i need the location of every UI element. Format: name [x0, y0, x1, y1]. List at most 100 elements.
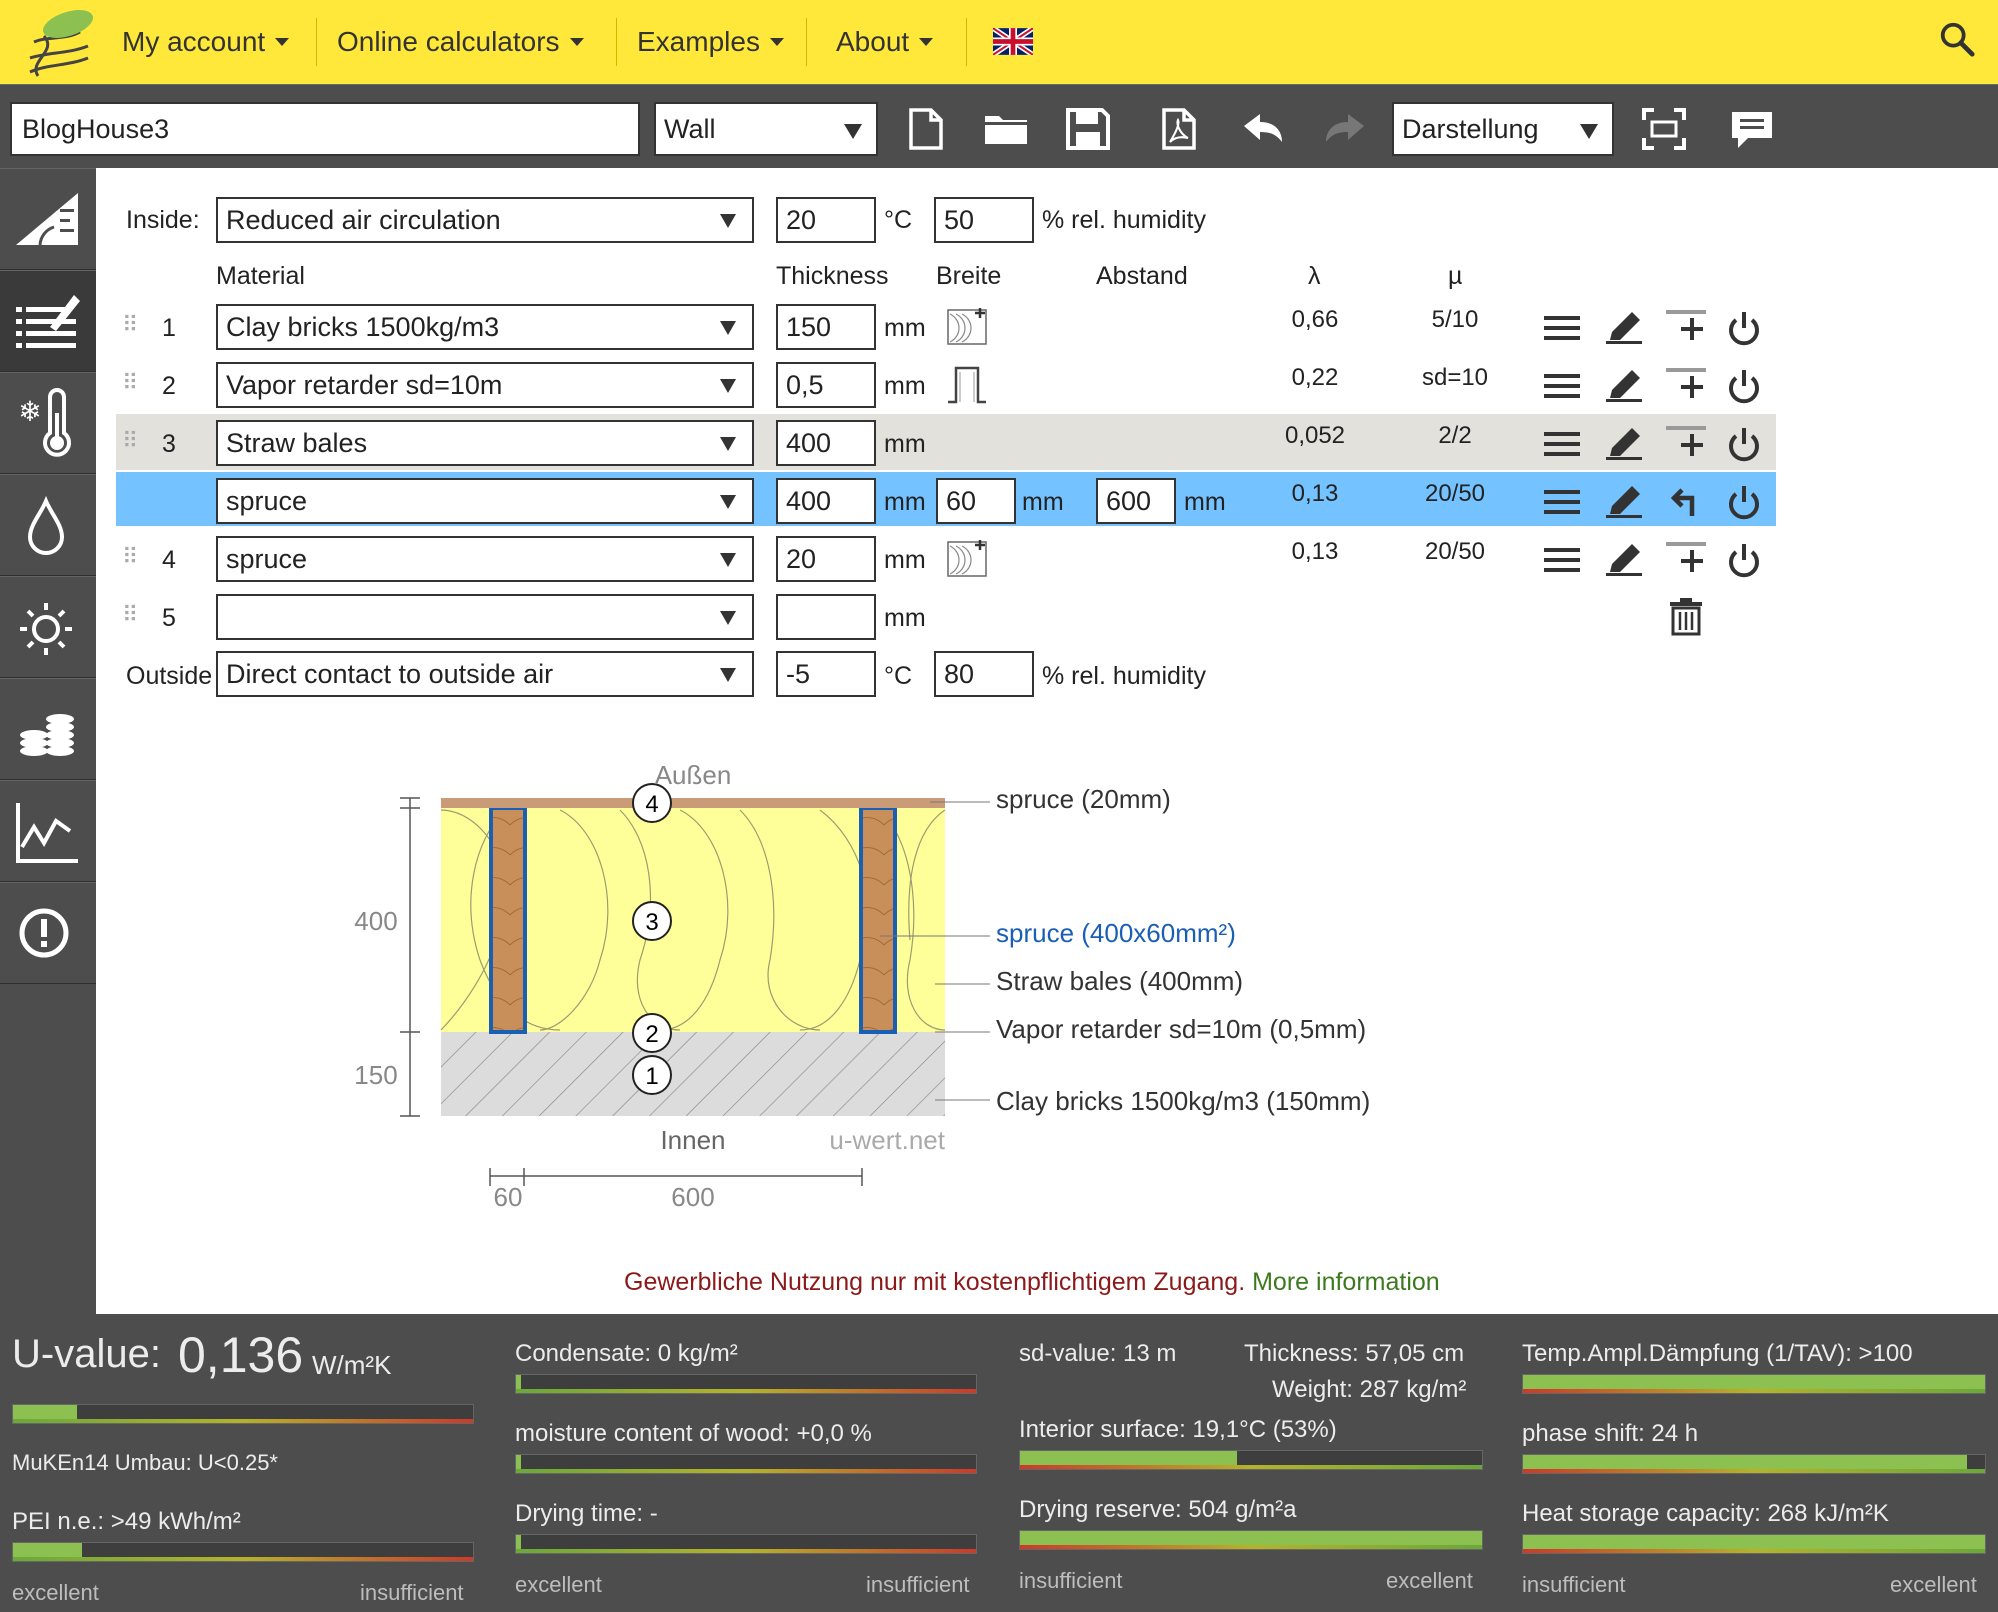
layer-material-select[interactable]: spruce — [216, 536, 754, 582]
chevron-down-icon — [275, 38, 290, 46]
fullscreen-icon[interactable] — [1636, 102, 1692, 156]
drag-handle-icon[interactable]: ⠿ — [122, 544, 138, 569]
project-name-input[interactable]: BlogHouse3 — [10, 102, 640, 156]
layer-menu-icon[interactable] — [1540, 308, 1584, 348]
drag-handle-icon[interactable]: ⠿ — [122, 312, 138, 337]
sidebar-item-temperature[interactable]: ❄ — [0, 372, 96, 474]
drag-handle-icon[interactable]: ⠿ — [122, 602, 138, 627]
outside-humidity-input[interactable]: 80 — [934, 651, 1034, 697]
layer-number: 1 — [162, 314, 176, 342]
condensate-value: Condensate: 0 kg/m² — [515, 1340, 738, 1367]
outside-temperature-input[interactable]: -5 — [776, 651, 876, 697]
component-type-select[interactable]: Wall — [654, 102, 878, 156]
nav-about[interactable]: About — [836, 0, 934, 84]
nav-examples[interactable]: Examples — [637, 0, 784, 84]
sidebar-item-layers[interactable] — [0, 270, 96, 372]
layer-thickness-input[interactable]: 20 — [776, 536, 876, 582]
humidity-unit: % rel. humidity — [1042, 662, 1206, 690]
layer-material-select[interactable]: Vapor retarder sd=10m — [216, 362, 754, 408]
layer-material-select[interactable]: spruce — [216, 478, 754, 524]
inside-condition-select[interactable]: Reduced air circulation — [216, 197, 754, 243]
layer-menu-icon[interactable] — [1540, 540, 1584, 580]
layer-mu-value: 2/2 — [1438, 422, 1472, 449]
layer-material-select[interactable]: Straw bales — [216, 420, 754, 466]
layer-thickness-input[interactable]: 150 — [776, 304, 876, 350]
more-information-link[interactable]: More information — [1252, 1268, 1440, 1296]
inside-humidity-input[interactable]: 50 — [934, 197, 1034, 243]
layer-menu-icon[interactable] — [1540, 424, 1584, 464]
layer-marker-2 — [632, 1013, 672, 1053]
layer-breite-input[interactable]: 60 — [936, 478, 1016, 524]
heat-storage-value: Heat storage capacity: 268 kJ/m²K — [1522, 1500, 1889, 1527]
layer-thickness-input[interactable] — [776, 594, 876, 640]
comment-icon[interactable] — [1724, 102, 1780, 156]
drag-handle-icon[interactable]: ⠿ — [122, 428, 138, 453]
delete-layer-icon[interactable] — [1664, 596, 1708, 636]
inside-temperature-input[interactable]: 20 — [776, 197, 876, 243]
new-document-icon[interactable] — [897, 102, 953, 156]
uk-flag-icon[interactable] — [993, 28, 1033, 55]
chevron-down-icon — [569, 38, 584, 46]
sidebar-item-chart[interactable] — [0, 780, 96, 882]
nav-online-calculators[interactable]: Online calculators — [337, 0, 584, 84]
sidebar-item-warnings[interactable] — [0, 882, 96, 984]
redo-icon[interactable] — [1316, 102, 1372, 156]
layer-toggle-icon[interactable] — [1722, 424, 1766, 464]
open-folder-icon[interactable] — [979, 102, 1035, 156]
add-inhomogeneous-icon[interactable] — [1664, 538, 1708, 578]
layer-number: 5 — [162, 604, 176, 632]
search-icon[interactable] — [1938, 20, 1976, 58]
outside-condition-select[interactable]: Direct contact to outside air — [216, 651, 754, 697]
layer-menu-icon[interactable] — [1540, 366, 1584, 406]
layer-lambda-value: 0,22 — [1291, 364, 1339, 391]
layer-return-icon[interactable] — [1664, 480, 1708, 520]
layer-edit-icon[interactable] — [1602, 480, 1646, 520]
sidebar-item-summer[interactable] — [0, 576, 96, 678]
inhomogeneous-layer-icon[interactable] — [946, 538, 990, 578]
scale-insufficient: insufficient — [360, 1580, 464, 1605]
layer-toggle-icon[interactable] — [1722, 540, 1766, 580]
drying-reserve-value: Drying reserve: 504 g/m²a — [1019, 1496, 1297, 1523]
layer-mu-value: 20/50 — [1424, 480, 1486, 507]
layer-material-select[interactable] — [216, 594, 754, 640]
layer-number: 2 — [162, 372, 176, 400]
layer-edit-icon[interactable] — [1602, 306, 1646, 346]
chevron-down-icon — [720, 668, 736, 682]
sidebar-item-geometry[interactable] — [0, 168, 96, 270]
layer-toggle-icon[interactable] — [1722, 482, 1766, 522]
add-inhomogeneous-icon[interactable] — [1664, 306, 1708, 346]
drag-handle-icon[interactable]: ⠿ — [122, 370, 138, 395]
layer-edit-icon[interactable] — [1602, 538, 1646, 578]
logo-icon[interactable] — [18, 6, 98, 78]
unit-mm: mm — [884, 604, 926, 632]
add-inhomogeneous-icon[interactable] — [1664, 422, 1708, 462]
nav-about-label: About — [836, 26, 910, 57]
layer-material-select[interactable]: Clay bricks 1500kg/m3 — [216, 304, 754, 350]
layer-thickness-input[interactable]: 400 — [776, 478, 876, 524]
save-icon[interactable] — [1060, 102, 1116, 156]
vapor-retarder-icon[interactable] — [946, 364, 990, 404]
outside-label: Outside — [126, 662, 213, 690]
layer-menu-icon[interactable] — [1540, 482, 1584, 522]
undo-icon[interactable] — [1236, 102, 1292, 156]
layer-lambda-value: 0,13 — [1291, 480, 1339, 507]
view-mode-value: Darstellung — [1402, 114, 1539, 144]
drying-time-bar-scale — [516, 1549, 976, 1553]
inhomogeneous-layer-icon[interactable] — [946, 306, 990, 346]
u-value-unit: W/m²K — [312, 1350, 392, 1380]
layer-thickness-input[interactable]: 400 — [776, 420, 876, 466]
unit-mm: mm — [884, 546, 926, 574]
layer-abstand-input[interactable]: 600 — [1096, 478, 1176, 524]
sidebar-item-costs[interactable] — [0, 678, 96, 780]
pdf-export-icon[interactable] — [1150, 102, 1206, 156]
add-inhomogeneous-icon[interactable] — [1664, 364, 1708, 404]
layer-edit-icon[interactable] — [1602, 364, 1646, 404]
layer-toggle-icon[interactable] — [1722, 366, 1766, 406]
layer-thickness-input[interactable]: 0,5 — [776, 362, 876, 408]
layer-toggle-icon[interactable] — [1722, 308, 1766, 348]
sidebar-item-moisture[interactable] — [0, 474, 96, 576]
nav-my-account[interactable]: My account — [122, 0, 290, 84]
layer-edit-icon[interactable] — [1602, 422, 1646, 462]
view-mode-select[interactable]: Darstellung — [1392, 102, 1614, 156]
chevron-down-icon — [720, 611, 736, 625]
